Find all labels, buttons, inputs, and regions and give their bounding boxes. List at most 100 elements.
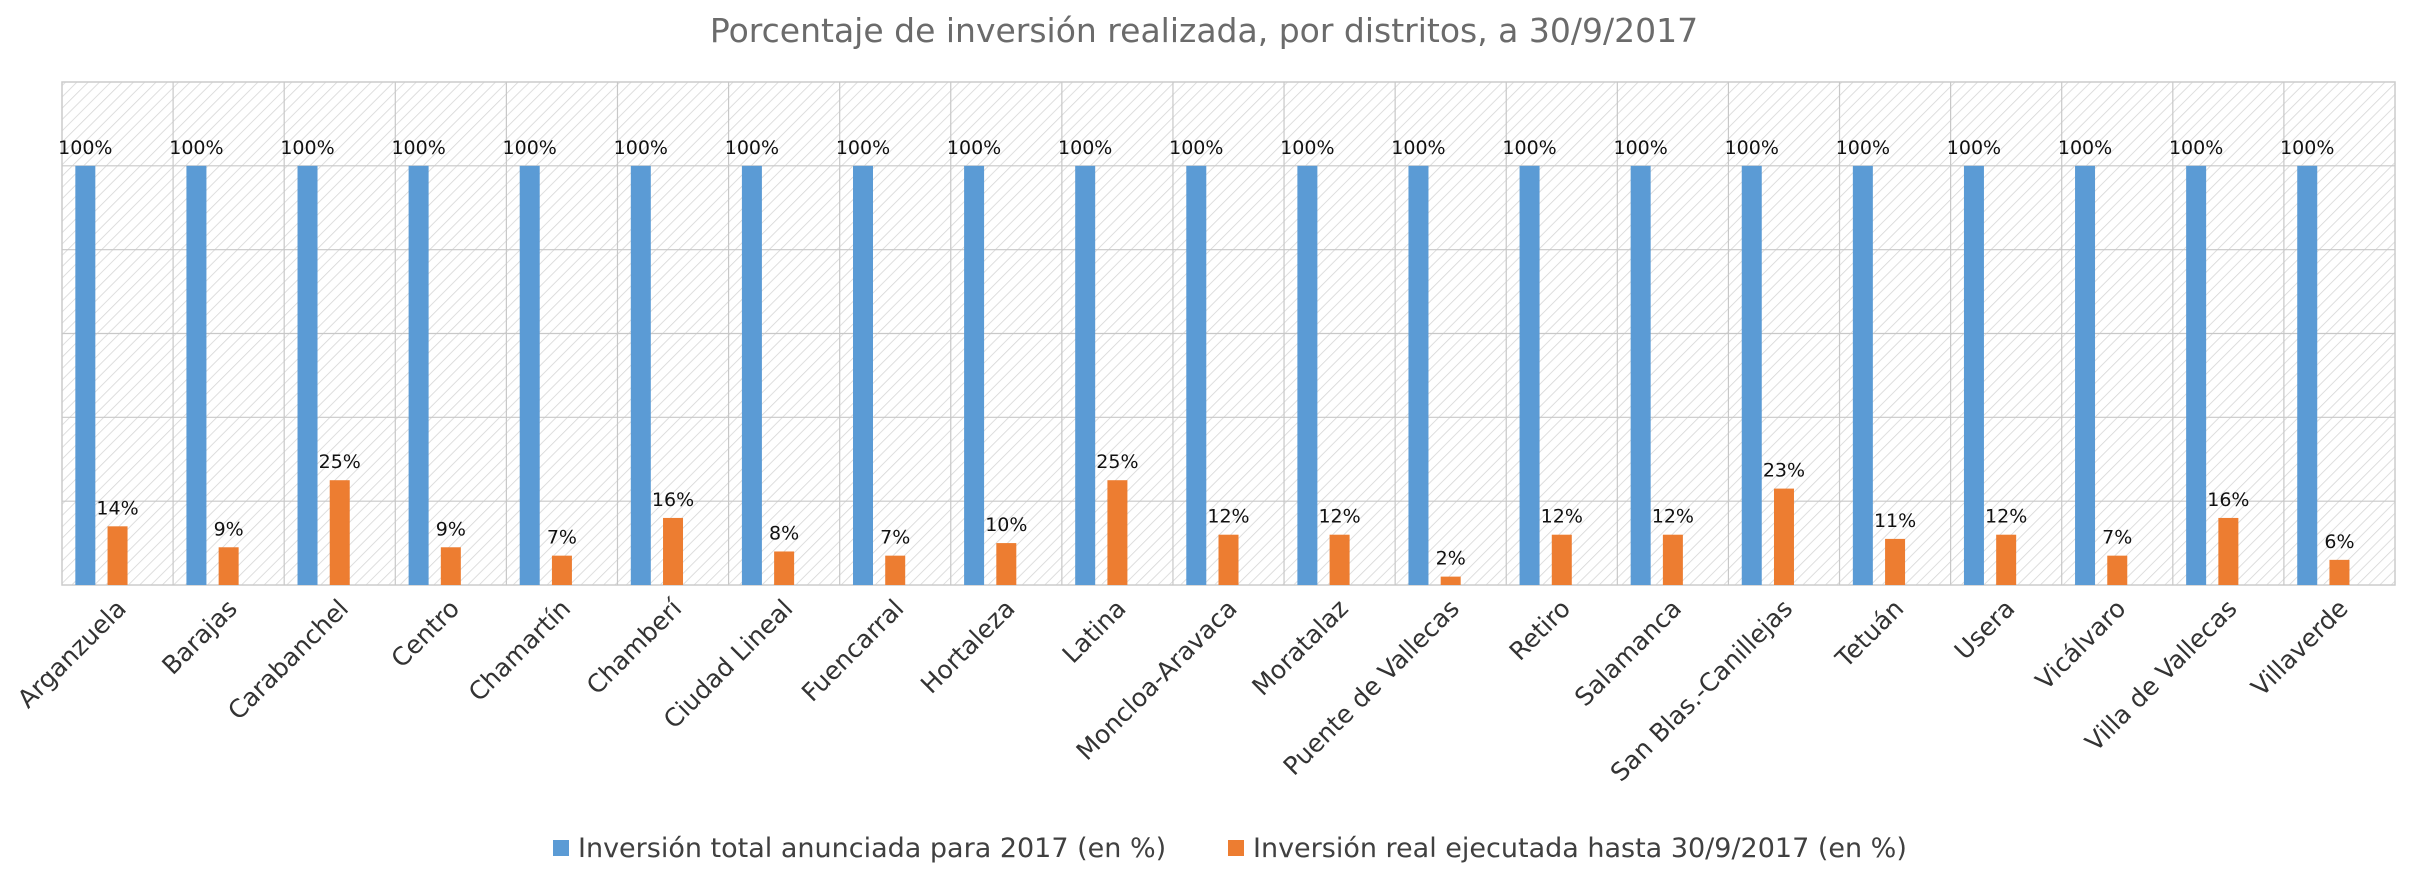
data-label: 16% [652, 489, 694, 511]
bars-group [75, 165, 2350, 586]
data-label: 100% [1502, 137, 1556, 159]
data-label: 100% [1613, 137, 1667, 159]
data-label: 100% [280, 137, 334, 159]
bar-executed [996, 543, 1017, 585]
data-label: 2% [1436, 548, 1466, 570]
data-label: 100% [1947, 137, 2001, 159]
bar-total [519, 165, 540, 586]
legend-label-executed[interactable]: Inversión real ejecutada hasta 30/9/2017… [1253, 833, 1907, 864]
bar-total [630, 165, 651, 586]
data-label: 100% [1725, 137, 1779, 159]
x-tick-label: Villaverde [2246, 594, 2354, 702]
bar-executed [2329, 559, 2350, 585]
chart-title: Porcentaje de inversión realizada, por d… [710, 11, 1698, 50]
bar-executed [774, 551, 795, 585]
bar-total [1075, 165, 1096, 586]
data-label: 25% [319, 451, 361, 473]
x-tick-label: Arganzuela [12, 594, 132, 714]
x-tick-label: Tetuán [1829, 594, 1909, 674]
data-label: 100% [1169, 137, 1223, 159]
data-label: 12% [1985, 506, 2027, 528]
bar-total [2297, 165, 2318, 586]
data-label: 12% [1541, 506, 1583, 528]
data-labels-group: 100% 100% 100% 100% 100% 100% 100% 100% 100% 100%… [58, 137, 2354, 570]
bar-total [2186, 165, 2207, 586]
data-label: 25% [1096, 451, 1138, 473]
data-label: 100% [725, 137, 779, 159]
bar-executed [551, 555, 572, 585]
data-label: 7% [2102, 527, 2132, 549]
data-label: 100% [2169, 137, 2223, 159]
data-label: 100% [169, 137, 223, 159]
legend[interactable]: Inversión total anunciada para 2017 (en … [553, 833, 1907, 864]
x-tick-label: Moratalaz [1246, 594, 1353, 701]
data-label: 10% [985, 514, 1027, 536]
x-tick-label: Barajas [156, 594, 243, 681]
bar-executed [1773, 488, 1794, 585]
x-tick-label: Fuencarral [796, 594, 910, 708]
x-tick-label: Vicálvaro [2030, 594, 2132, 696]
bar-total [1741, 165, 1762, 586]
bar-total [1630, 165, 1651, 586]
legend-swatch-total[interactable] [553, 840, 569, 856]
bar-executed [329, 480, 350, 585]
x-tick-label: Retiro [1504, 594, 1576, 666]
bar-executed [1440, 576, 1461, 585]
bar-executed [1218, 534, 1239, 585]
bar-total [1408, 165, 1429, 586]
data-label: 100% [947, 137, 1001, 159]
data-label: 7% [547, 527, 577, 549]
bar-total [1852, 165, 1873, 586]
x-tick-label: San Blas.-Canillejas [1605, 594, 1798, 787]
data-label: 100% [503, 137, 557, 159]
data-label: 100% [836, 137, 890, 159]
x-tick-label: Centro [386, 594, 466, 674]
data-label: 7% [880, 527, 910, 549]
data-label: 9% [214, 518, 244, 540]
data-label: 100% [614, 137, 668, 159]
bar-total [2075, 165, 2096, 586]
bar-total [1297, 165, 1318, 586]
data-label: 12% [1318, 506, 1360, 528]
bar-total [75, 165, 96, 586]
data-label: 12% [1652, 506, 1694, 528]
bar-executed [440, 547, 461, 585]
data-label: 23% [1763, 460, 1805, 482]
data-label: 100% [2280, 137, 2334, 159]
bar-executed [107, 526, 128, 585]
bar-executed [885, 555, 906, 585]
bar-total [1519, 165, 1540, 586]
gridlines [62, 82, 2395, 585]
data-label: 100% [1391, 137, 1445, 159]
data-label: 9% [436, 518, 466, 540]
bar-total [186, 165, 207, 586]
bar-executed [2218, 517, 2239, 585]
x-tick-label: Usera [1949, 594, 2021, 666]
bar-total [852, 165, 873, 586]
data-label: 100% [2058, 137, 2112, 159]
bar-executed [2107, 555, 2128, 585]
data-label: 12% [1207, 506, 1249, 528]
bar-total [1186, 165, 1207, 586]
bar-executed [1329, 534, 1350, 585]
x-tick-label: Hortaleza [915, 594, 1021, 700]
data-label: 8% [769, 522, 799, 544]
bar-executed [663, 517, 684, 585]
x-tick-label: Salamanca [1569, 594, 1687, 712]
data-label: 11% [1874, 510, 1916, 532]
data-label: 100% [58, 137, 112, 159]
data-label: 100% [1058, 137, 1112, 159]
legend-swatch-executed[interactable] [1228, 840, 1244, 856]
data-label: 16% [2207, 489, 2249, 511]
legend-label-total[interactable]: Inversión total anunciada para 2017 (en … [578, 833, 1166, 864]
x-tick-label: Chamartín [463, 594, 576, 707]
data-label: 100% [391, 137, 445, 159]
x-tick-label: Latina [1057, 594, 1132, 669]
data-label: 6% [2324, 531, 2354, 553]
bar-total [408, 165, 429, 586]
data-label: 100% [1280, 137, 1334, 159]
bar-executed [1885, 538, 1906, 585]
bar-total [964, 165, 985, 586]
